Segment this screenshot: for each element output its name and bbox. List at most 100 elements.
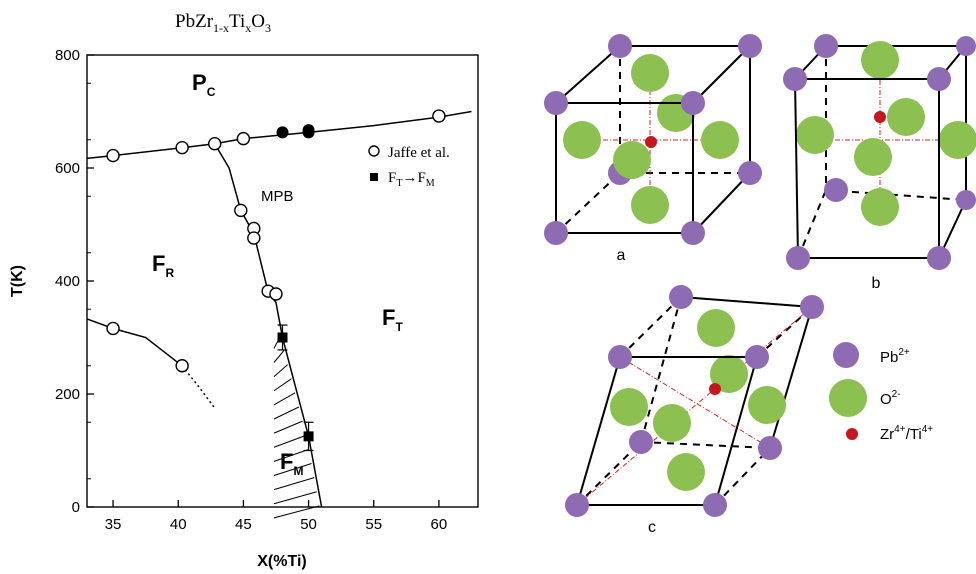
open-circle-point bbox=[269, 287, 283, 301]
crystal-b: b bbox=[783, 34, 976, 292]
hatch-line bbox=[273, 477, 315, 491]
oxygen-atom bbox=[887, 98, 925, 136]
legend-o: O2- bbox=[880, 389, 901, 408]
y-tick-label: 600 bbox=[55, 160, 80, 177]
filled-circle-point bbox=[276, 126, 289, 139]
region-label-fr: FR bbox=[152, 251, 174, 280]
oxygen-atom bbox=[631, 54, 669, 92]
x-tick-label: 35 bbox=[105, 516, 122, 533]
hatch-line bbox=[273, 350, 285, 363]
lead-atom bbox=[703, 493, 727, 517]
lead-atom bbox=[786, 246, 810, 270]
hatch-line bbox=[273, 378, 292, 392]
lead-atom bbox=[745, 345, 769, 369]
zr-ti-atom bbox=[874, 111, 886, 123]
mpb-label: MPB bbox=[261, 188, 294, 205]
hatch-line bbox=[273, 463, 312, 476]
cube-edge bbox=[769, 306, 813, 449]
lead-atom bbox=[629, 430, 653, 454]
y-tick-label: 800 bbox=[55, 47, 80, 64]
oxygen-atom bbox=[667, 453, 705, 491]
lead-atom bbox=[738, 34, 762, 58]
crystal-label-a: a bbox=[617, 247, 626, 264]
filled-square-point bbox=[303, 431, 314, 442]
hatch-line bbox=[273, 505, 320, 519]
crystal-label-b: b bbox=[872, 275, 881, 292]
legend-zr-ti: Zr4+/Ti4+ bbox=[880, 424, 933, 443]
x-tick-label: 55 bbox=[365, 516, 382, 533]
hatch-line bbox=[273, 406, 300, 420]
oxygen-atom bbox=[796, 116, 834, 154]
plot-frame bbox=[86, 54, 479, 508]
oxygen-atom bbox=[701, 121, 739, 159]
crystal-a: a bbox=[544, 34, 762, 264]
cube-edge bbox=[692, 172, 751, 234]
x-tick-label: 40 bbox=[170, 516, 187, 533]
pb-ion-icon bbox=[833, 342, 859, 368]
oxygen-atom bbox=[861, 188, 899, 226]
lead-atom bbox=[669, 285, 693, 309]
zr-ti-atom bbox=[709, 383, 721, 395]
lead-atom bbox=[738, 161, 762, 185]
crystal-c: c bbox=[565, 285, 824, 536]
cube-edge-hidden bbox=[555, 172, 621, 234]
filled-square-point bbox=[277, 332, 288, 343]
bond-axis bbox=[576, 306, 813, 506]
oxygen-atom bbox=[697, 309, 735, 347]
open-circle-point bbox=[236, 131, 251, 146]
open-circle-point bbox=[106, 321, 120, 336]
hatch-line bbox=[273, 392, 296, 406]
open-circle-point bbox=[175, 359, 189, 373]
legend-pb: Pb2+ bbox=[880, 347, 910, 366]
cube-edge-hidden bbox=[825, 189, 967, 201]
cube-edge-hidden bbox=[640, 441, 771, 449]
cube-edge-hidden bbox=[576, 441, 642, 506]
open-circle-point bbox=[175, 140, 189, 155]
hatch-line bbox=[273, 434, 307, 448]
region-label-pc: PC bbox=[192, 70, 216, 99]
cube-edge bbox=[680, 296, 813, 308]
lead-atom bbox=[544, 91, 568, 115]
lead-atom bbox=[800, 295, 824, 319]
hatch-line bbox=[273, 364, 288, 377]
cube-edge bbox=[714, 356, 758, 506]
data-points bbox=[106, 109, 446, 452]
filled-circle-point bbox=[302, 124, 315, 137]
legend-filled-square-icon bbox=[370, 173, 378, 181]
region-label-ft: FT bbox=[382, 305, 403, 334]
lead-atom bbox=[783, 67, 807, 91]
oxygen-atom bbox=[613, 141, 651, 179]
lead-atom bbox=[814, 34, 838, 58]
open-circle-point bbox=[234, 203, 248, 218]
legend-ft-fm: FT→FM bbox=[388, 170, 435, 189]
oxygen-atom bbox=[563, 121, 601, 159]
cube-edge-hidden bbox=[714, 447, 771, 506]
legend-open-circle-icon bbox=[368, 145, 380, 157]
lead-atom bbox=[681, 221, 705, 245]
hatch-line bbox=[273, 420, 303, 434]
lead-atom bbox=[824, 178, 848, 202]
x-tick-label: 50 bbox=[300, 516, 317, 533]
oxygen-ion-icon bbox=[829, 379, 867, 417]
open-circle-point bbox=[247, 231, 261, 245]
figure-title: PbZr1-xTixO3 bbox=[175, 11, 271, 35]
oxygen-atom bbox=[854, 138, 892, 176]
cube-edge bbox=[692, 45, 751, 104]
oxygen-atom bbox=[939, 121, 976, 159]
rhombohedral-transition-line bbox=[86, 318, 183, 367]
lead-atom bbox=[927, 67, 951, 91]
cube-edge bbox=[576, 356, 621, 506]
bond-axis bbox=[619, 356, 771, 449]
zr-ti-ion-icon bbox=[846, 428, 858, 440]
hatch-line bbox=[273, 448, 310, 462]
oxygen-atom bbox=[861, 41, 899, 79]
lead-atom bbox=[956, 190, 976, 210]
crystal-label-c: c bbox=[648, 519, 656, 536]
cube-edge-hidden bbox=[619, 296, 682, 358]
lead-atom bbox=[608, 34, 632, 58]
y-tick-label: 200 bbox=[55, 386, 80, 403]
oxygen-atom bbox=[748, 386, 786, 424]
